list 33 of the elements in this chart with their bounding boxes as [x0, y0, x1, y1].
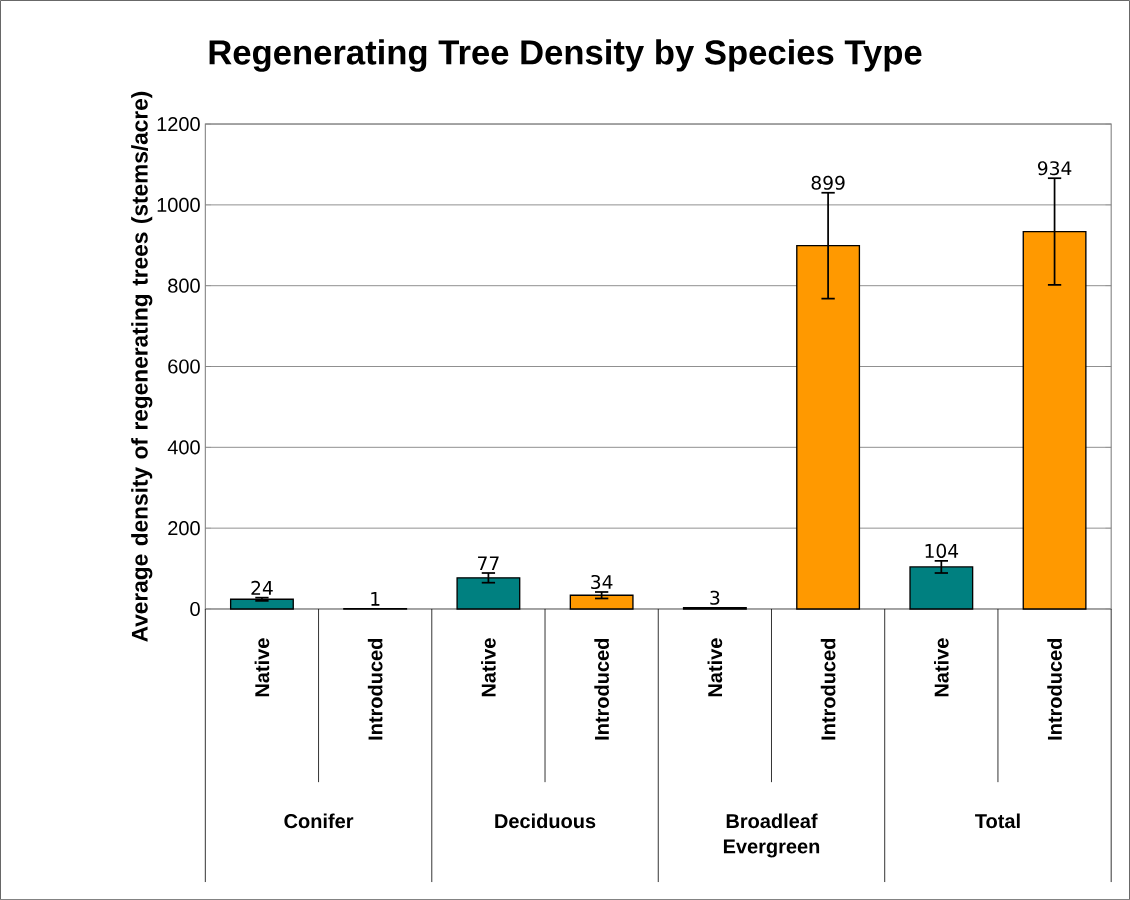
bar [909, 566, 974, 610]
x-tick-label: Introduced [367, 638, 383, 740]
y-tick-label: 600 [168, 359, 200, 374]
y-tick-label: 200 [168, 520, 200, 536]
data-label: 77 [478, 556, 499, 570]
text: Broadleaf Evergreen [723, 813, 820, 858]
x-tick-label: Native [707, 638, 723, 697]
text: Total [975, 813, 1020, 829]
text: Deciduous [495, 813, 596, 829]
bar [569, 594, 634, 610]
text: Conifer [284, 813, 354, 829]
bar [456, 577, 521, 610]
y-tick-label: 0 [190, 601, 200, 616]
x-tick-label: Native [254, 638, 270, 697]
data-label: 104 [925, 543, 959, 558]
data-label: 24 [251, 580, 273, 595]
data-label: 899 [811, 175, 845, 190]
x-tick-label: Introduced [594, 638, 609, 740]
x-tick-label: Introduced [1047, 638, 1062, 740]
data-label: 934 [1037, 161, 1072, 176]
chart-title: Regenerating Tree Density by Species Type [209, 39, 922, 72]
y-tick-label: 1200 [157, 116, 200, 132]
y-tick-label: 800 [168, 278, 200, 293]
y-axis-title: Average density of regenerating trees (stems/acre) [131, 91, 153, 642]
x-tick-label: Native [481, 638, 496, 697]
y-tick-label: 400 [167, 440, 200, 455]
data-label: 34 [591, 574, 613, 589]
data-label: 3 [710, 590, 720, 605]
x-tick-label: Native [934, 638, 949, 697]
y-tick-label: 1000 [157, 197, 200, 212]
x-tick-label: Introduced [820, 638, 836, 740]
bar [229, 598, 294, 610]
data-label: 1 [371, 591, 380, 606]
